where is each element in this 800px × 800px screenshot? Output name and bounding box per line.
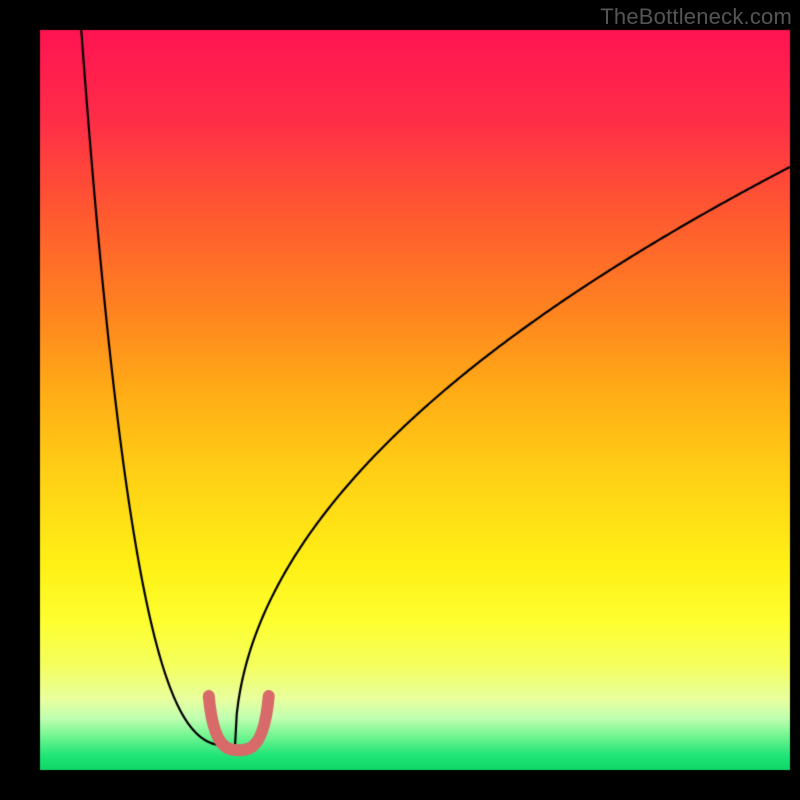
bottleneck-chart-canvas [0, 0, 800, 800]
watermark-text: TheBottleneck.com [600, 4, 792, 30]
chart-stage: TheBottleneck.com [0, 0, 800, 800]
